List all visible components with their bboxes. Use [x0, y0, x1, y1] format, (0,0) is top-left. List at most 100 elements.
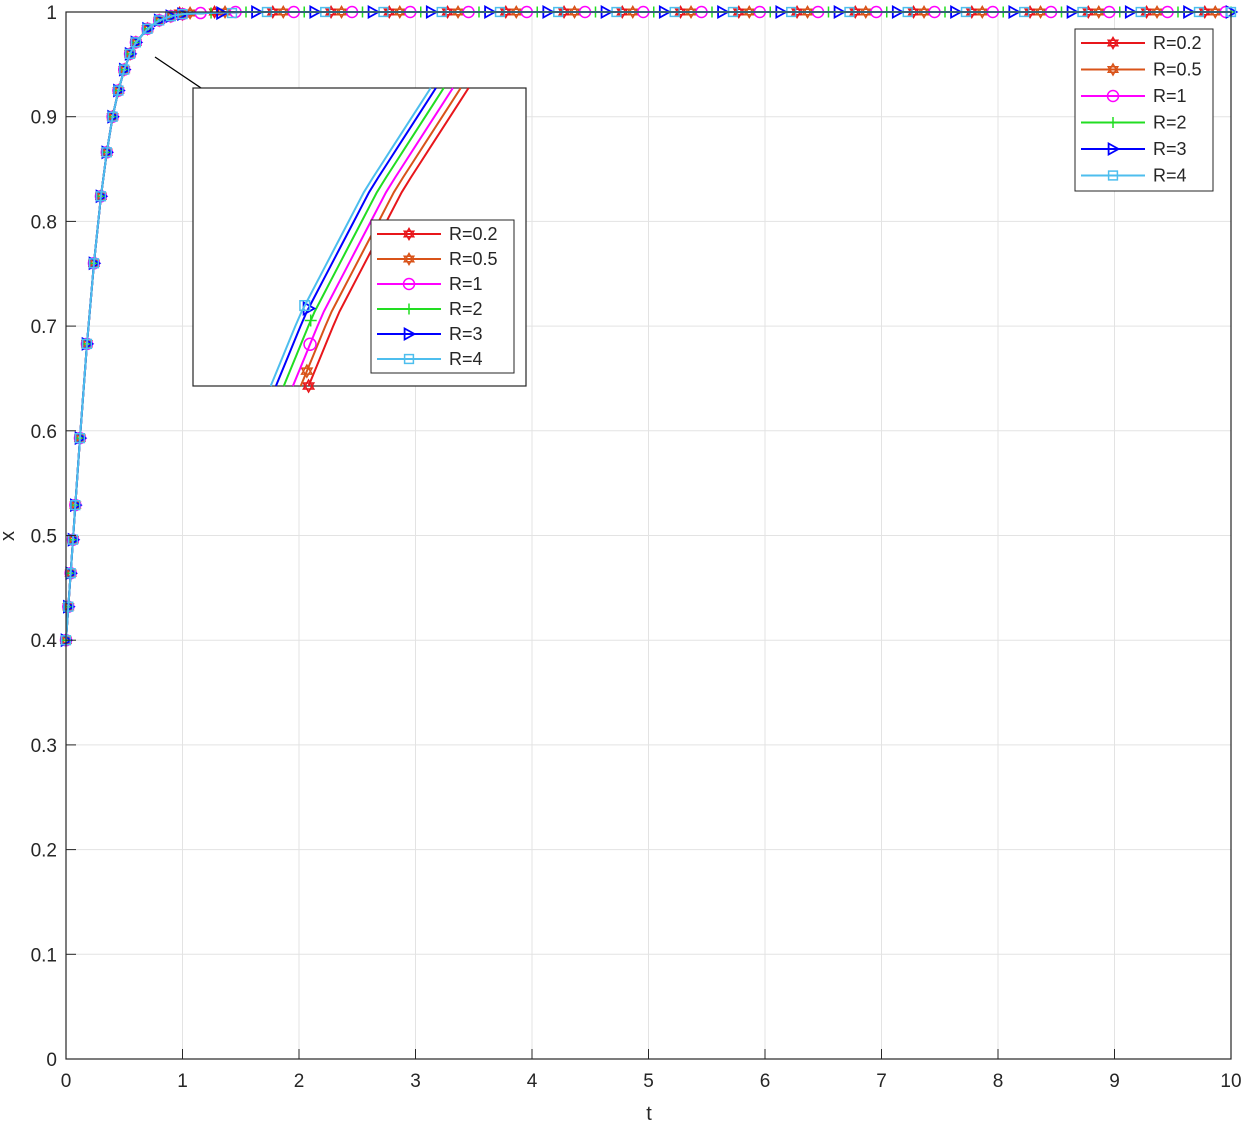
inset-series-line	[291, 87, 454, 387]
hexagram-marker	[674, 5, 687, 19]
legend-box	[370, 219, 515, 374]
square-marker	[154, 15, 165, 26]
hexagram-part	[849, 8, 862, 19]
circle-marker	[1106, 89, 1120, 103]
legend-item: R=0.2	[377, 224, 498, 244]
hexagram-part	[684, 8, 698, 19]
y-tick-label: 0.4	[31, 631, 58, 652]
hexagram-marker	[684, 5, 698, 19]
hexagram-part	[402, 227, 416, 238]
hexagram-part	[1209, 4, 1222, 16]
hexagram-part	[1198, 4, 1211, 16]
inset-series-line	[269, 87, 432, 387]
hexagram-part	[335, 4, 348, 16]
legend-label: R=2	[1153, 113, 1187, 133]
y-tick-label: 0.5	[31, 527, 57, 548]
hexagram-marker	[965, 5, 978, 19]
hexagram-part	[801, 5, 814, 16]
hexagram-part	[441, 4, 454, 16]
plus-marker	[403, 303, 415, 315]
square-marker	[88, 258, 100, 269]
hexagram-part	[907, 8, 920, 19]
hexagram-part	[1150, 8, 1164, 20]
hexagram-part	[499, 4, 512, 16]
square-marker	[81, 338, 93, 350]
hexagram-part	[674, 8, 687, 19]
hexagram-marker	[510, 4, 523, 20]
square-marker	[95, 191, 107, 202]
hexagram-part	[790, 8, 804, 19]
square-marker	[1107, 170, 1119, 181]
hexagram-marker	[335, 4, 348, 20]
y-tick-label: 0.8	[31, 212, 57, 233]
hexagram-marker	[557, 5, 571, 19]
legend-item: R=4	[377, 349, 483, 369]
inset-series-R=2	[282, 87, 445, 387]
hexagram-part	[402, 230, 416, 241]
square-marker	[63, 601, 74, 612]
y-tick-label: 0.9	[31, 108, 57, 129]
hexagram-part	[568, 8, 581, 19]
hexagram-part	[1106, 36, 1120, 47]
hexagram-marker	[402, 227, 416, 241]
x-tick-label: 8	[993, 1071, 1004, 1092]
legend-item: R=0.5	[1081, 60, 1202, 80]
inset-legend: R=0.2 R=0.5 R=1 R=2 R=3 R=4	[370, 219, 515, 374]
x-tick-label: 7	[876, 1071, 887, 1092]
legend: R=0.2 R=0.5 R=1 R=2 R=3 R=4	[1074, 28, 1214, 192]
hexagram-marker	[790, 5, 804, 19]
hexagram-marker	[393, 4, 406, 20]
legend-item: R=1	[1081, 86, 1187, 106]
y-tick-label: 0.2	[31, 841, 57, 862]
square-marker	[403, 353, 415, 365]
y-axis-label: x	[0, 531, 19, 541]
hexagram-marker	[1034, 4, 1047, 20]
hexagram-part	[1034, 4, 1047, 16]
hexagram-part	[684, 5, 698, 16]
legend-label: R=0.5	[1153, 60, 1202, 80]
hexagram-marker	[1106, 62, 1120, 77]
hexagram-part	[393, 8, 406, 20]
hexagram-part	[277, 8, 290, 20]
hexagram-part	[743, 8, 756, 19]
hexagram-part	[616, 5, 629, 16]
y-tick-label: 0.6	[31, 422, 57, 443]
hexagram-part	[743, 5, 756, 16]
hexagram-marker	[1209, 4, 1222, 20]
legend-box	[1074, 28, 1214, 192]
hexagram-marker	[859, 5, 872, 19]
hexagram-part	[626, 8, 639, 19]
hexagram-part	[1106, 66, 1120, 77]
hexagram-part	[976, 5, 989, 16]
hexagram-marker	[499, 4, 512, 20]
hexagram-marker	[626, 5, 639, 19]
square-marker	[226, 7, 238, 19]
legend-label: R=0.5	[449, 249, 498, 269]
square-marker	[74, 432, 86, 444]
hexagram-part	[1082, 8, 1095, 20]
hexagram-part	[1034, 8, 1047, 20]
hexagram-part	[1023, 4, 1037, 16]
hexagram-part	[451, 8, 465, 20]
hexagram-part	[1140, 4, 1153, 16]
y-tick-label: 0.7	[31, 317, 57, 338]
plus-marker	[304, 314, 317, 327]
hexagram-part	[732, 5, 745, 16]
hexagram-marker	[1092, 4, 1105, 20]
hexagram-marker	[277, 4, 290, 20]
legend-item: R=0.5	[377, 249, 498, 269]
hexagram-part	[1106, 39, 1120, 50]
hexagram-part	[510, 8, 523, 20]
square-marker	[299, 299, 311, 312]
hexagram-part	[1140, 8, 1153, 20]
hexagram-part	[266, 4, 279, 16]
hexagram-part	[849, 5, 862, 16]
hexagram-part	[1092, 8, 1105, 20]
hexagram-marker	[300, 363, 314, 379]
x-tick-label: 2	[294, 1071, 305, 1092]
legend-label: R=3	[1153, 139, 1187, 159]
hexagram-part	[451, 4, 465, 16]
hexagram-part	[266, 8, 279, 20]
hexagram-part	[335, 8, 348, 20]
